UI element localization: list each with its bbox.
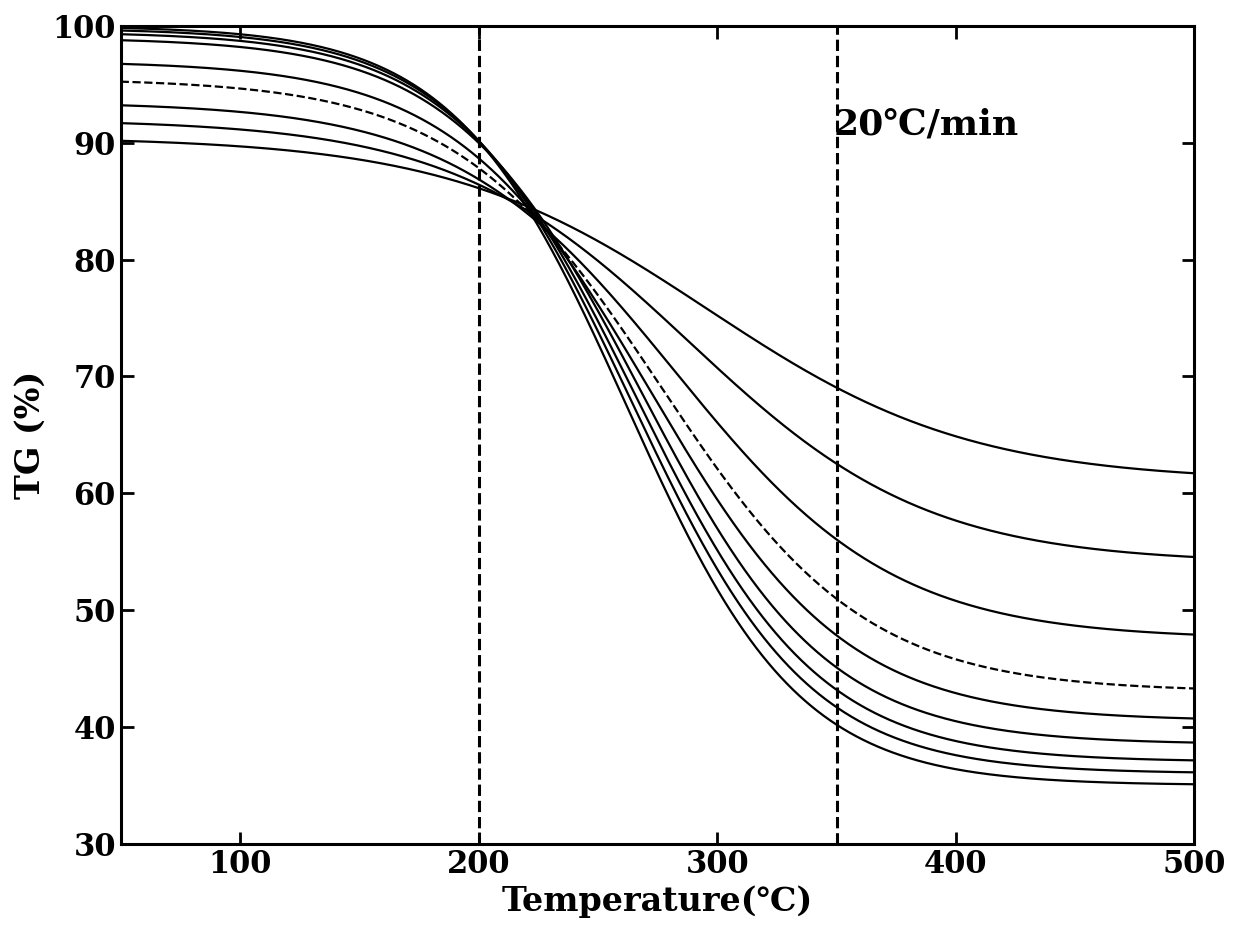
X-axis label: Temperature(℃): Temperature(℃) bbox=[502, 885, 813, 918]
Text: 20℃/min: 20℃/min bbox=[833, 107, 1018, 141]
Y-axis label: TG (%): TG (%) bbox=[14, 371, 47, 499]
